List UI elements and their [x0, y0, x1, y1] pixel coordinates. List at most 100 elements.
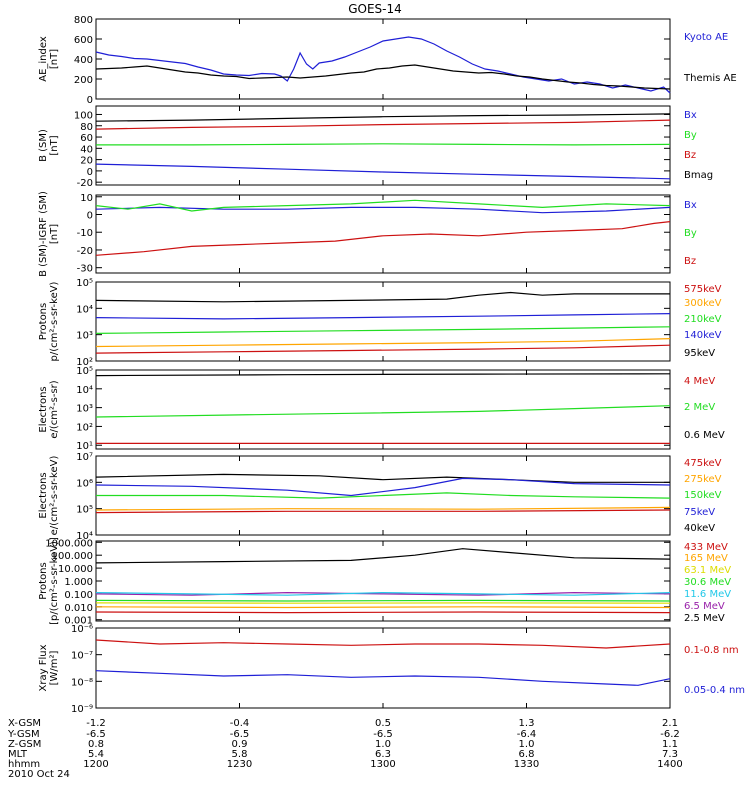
series-line: [96, 492, 671, 499]
legend-entry: 0.1-0.8 nm: [684, 645, 739, 656]
x-tick-label: -6.2: [660, 729, 680, 740]
series-line: [95, 313, 671, 320]
legend-entry: Bmag: [684, 170, 713, 181]
x-row-label: MLT: [8, 749, 28, 760]
y-tick-label: 600: [74, 35, 93, 46]
series-line: [95, 291, 670, 303]
series-line: [95, 113, 671, 122]
series-line: [95, 611, 671, 614]
x-tick-label: -6.5: [230, 729, 250, 740]
series-line: [95, 373, 671, 377]
y-tick-label: -30: [77, 264, 93, 275]
y-tick-label: 0: [87, 167, 93, 178]
y-tick-label: 800: [74, 15, 93, 26]
x-tick-label: 1.3: [519, 718, 535, 729]
x-tick-label: 0.9: [232, 739, 248, 750]
series-line: [95, 36, 671, 94]
y-axis-label: e/(cm²-s-sr): [49, 380, 60, 438]
x-tick-label: 1.0: [519, 739, 535, 750]
legend-entry: Bz: [684, 150, 696, 161]
x-tick-label: -6.4: [517, 729, 537, 740]
series-line: [95, 473, 670, 483]
y-tick-label: 0.100: [64, 590, 93, 601]
legend-entry: By: [684, 130, 697, 141]
legend-entry: 2 MeV: [684, 402, 715, 413]
series-line: [95, 606, 671, 609]
y-axis-label: Protons: [38, 562, 49, 599]
panel-frame: [95, 369, 671, 450]
panel-electrons_mev: 10¹ 10² 10³ 10⁴ 10⁵ Electrons e/(cm²-s-sr) 4 Me…: [38, 366, 725, 452]
series-line: [95, 591, 671, 596]
y-tick-label: 0: [87, 95, 93, 106]
panel-protons_mev: 0.001 0.010 0.100 1.000 10.000 100.000 1000.00…: [38, 537, 731, 627]
y-tick-label: 10⁶: [76, 478, 93, 489]
x-tick-label: 1400: [657, 759, 682, 770]
y-tick-label: 0.010: [64, 603, 93, 614]
legend-entry: Kyoto AE: [684, 32, 728, 43]
legend-entry: 6.5 MeV: [684, 601, 725, 612]
panel-frame: [95, 627, 671, 709]
legend-entry: Bz: [684, 256, 696, 267]
series-line: [95, 326, 671, 334]
y-tick-label: -10: [77, 228, 93, 239]
x-tick-label: -1.2: [86, 718, 106, 729]
y-tick-label: 10³: [76, 331, 93, 342]
x-tick-label: 5.4: [88, 749, 104, 760]
y-axis-label: [p/(cm²-s-sr-keV)]: [49, 537, 60, 625]
y-axis-label: [W/m²]: [49, 650, 60, 685]
x-tick-label: 0.5: [375, 718, 391, 729]
legend-entry: Themis AE: [683, 73, 737, 84]
legend-entry: 575keV: [684, 284, 722, 295]
y-tick-label: -20: [77, 178, 93, 189]
series-line: [95, 221, 671, 256]
panel-electrons_kev: 10⁴ 10⁵ 10⁶ 10⁷ Electrons e/(cm²-s-sr-keV) 475…: [38, 452, 722, 542]
panel-frame: [95, 18, 671, 100]
legend-entry: 75keV: [684, 507, 715, 518]
x-tick-label: 2.1: [662, 718, 678, 729]
panel-frame: [95, 540, 671, 622]
legend-entry: Bx: [684, 200, 697, 211]
x-tick-label: 1230: [227, 759, 252, 770]
y-tick-label: 10⁵: [76, 278, 93, 289]
y-tick-label: 10⁵: [76, 366, 93, 377]
x-row-label: X-GSM: [8, 718, 41, 729]
y-tick-label: 60: [80, 133, 93, 144]
y-tick-label: 10²: [76, 357, 93, 368]
y-axis-label: AE_index: [38, 36, 49, 82]
y-tick-label: 0.001: [64, 616, 93, 627]
x-tick-label: -0.4: [230, 718, 250, 729]
legend-entry: 2.5 MeV: [684, 613, 725, 624]
y-tick-label: 10³: [76, 404, 93, 415]
legend-entry: 30.6 MeV: [684, 577, 731, 588]
y-tick-label: 200: [74, 75, 93, 86]
x-tick-label: 1300: [370, 759, 395, 770]
series-line: [95, 506, 671, 511]
legend-entry: 433 MeV: [684, 542, 728, 553]
series-line: [95, 338, 671, 348]
series-line: [95, 163, 671, 180]
y-tick-label: 10⁻⁷: [71, 651, 93, 662]
legend-entry: 63.1 MeV: [684, 565, 731, 576]
x-row-label: 2010 Oct 24: [8, 769, 70, 780]
y-tick-label: 20: [80, 156, 93, 167]
legend-entry: 140keV: [684, 330, 722, 341]
y-axis-label: e/(cm²-s-sr-keV): [49, 456, 60, 536]
legend-entry: Bx: [684, 110, 697, 121]
y-axis-label: Electrons: [38, 472, 49, 518]
y-tick-label: 1000.000: [45, 538, 93, 549]
series-line: [95, 206, 671, 214]
legend-entry: 95keV: [684, 348, 715, 359]
x-tick-label: 1.1: [662, 739, 678, 750]
y-tick-label: 10⁴: [76, 385, 93, 396]
legend-entry: 475keV: [684, 458, 722, 469]
y-tick-label: 10¹: [76, 441, 93, 452]
y-tick-label: 10⁴: [76, 531, 93, 542]
series-line: [95, 591, 671, 596]
legend-entry: 150keV: [684, 490, 722, 501]
legend-entry: 165 MeV: [684, 553, 728, 564]
series-line: [95, 477, 671, 497]
y-axis-label: [nT]: [49, 224, 60, 244]
legend-entry: By: [684, 228, 697, 239]
